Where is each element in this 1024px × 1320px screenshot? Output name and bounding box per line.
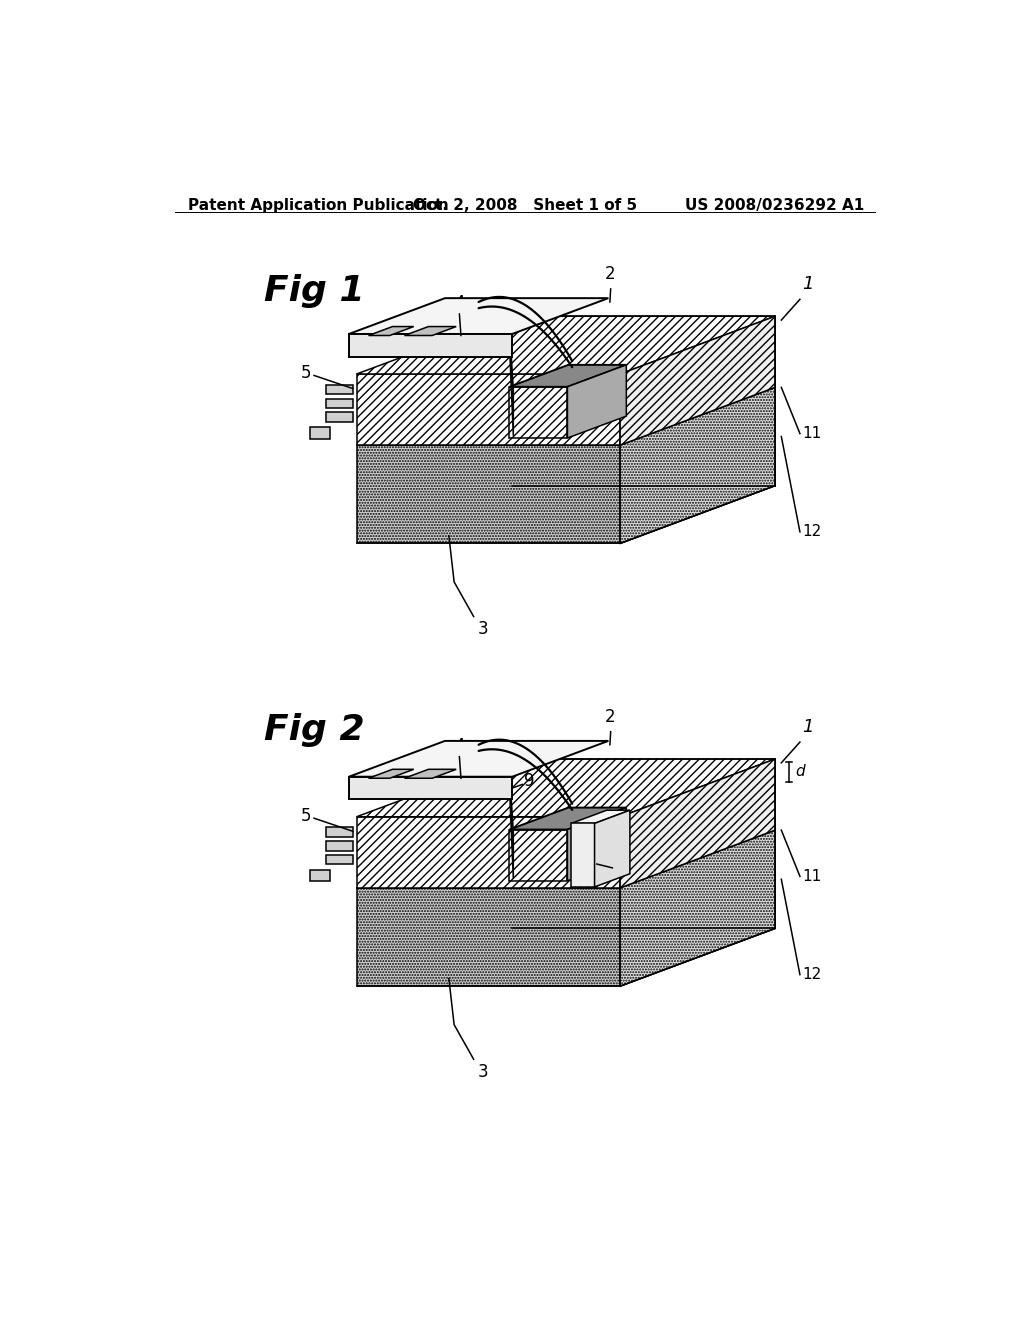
Polygon shape	[621, 317, 775, 445]
Polygon shape	[326, 855, 352, 865]
Polygon shape	[621, 759, 775, 986]
Polygon shape	[310, 428, 330, 438]
Polygon shape	[510, 777, 513, 879]
Polygon shape	[510, 335, 513, 436]
Polygon shape	[621, 830, 775, 986]
Polygon shape	[404, 326, 457, 335]
Polygon shape	[595, 810, 630, 887]
Text: d: d	[796, 764, 805, 779]
Polygon shape	[369, 326, 414, 335]
Text: 4: 4	[454, 294, 465, 313]
Polygon shape	[326, 384, 352, 393]
Polygon shape	[356, 445, 621, 544]
Polygon shape	[571, 810, 630, 824]
Polygon shape	[326, 399, 352, 408]
Text: 4: 4	[454, 737, 465, 755]
Text: Fig 1: Fig 1	[263, 275, 365, 308]
Polygon shape	[349, 298, 608, 334]
Polygon shape	[326, 828, 352, 837]
Polygon shape	[510, 829, 567, 880]
Polygon shape	[349, 741, 608, 776]
Text: 3: 3	[477, 1063, 488, 1081]
Polygon shape	[621, 317, 775, 544]
Polygon shape	[567, 808, 627, 880]
Polygon shape	[510, 364, 627, 387]
Text: 2: 2	[604, 708, 615, 726]
Text: 3: 3	[477, 620, 488, 639]
Polygon shape	[356, 387, 775, 445]
Polygon shape	[356, 830, 775, 888]
Text: 12: 12	[802, 524, 821, 540]
Polygon shape	[510, 387, 567, 438]
Polygon shape	[356, 317, 775, 374]
Polygon shape	[356, 817, 621, 888]
Polygon shape	[621, 387, 775, 544]
Polygon shape	[349, 334, 512, 356]
Text: 11: 11	[802, 869, 821, 884]
Polygon shape	[349, 776, 512, 800]
Polygon shape	[356, 888, 621, 986]
Polygon shape	[310, 870, 330, 882]
Polygon shape	[567, 364, 627, 438]
Text: 9: 9	[524, 772, 535, 789]
Text: 1: 1	[802, 275, 814, 293]
Text: US 2008/0236292 A1: US 2008/0236292 A1	[685, 198, 864, 214]
Text: 2: 2	[604, 265, 615, 282]
Text: 12: 12	[802, 968, 821, 982]
Text: 1: 1	[802, 718, 814, 737]
Text: 6: 6	[614, 859, 625, 876]
Text: Oct. 2, 2008   Sheet 1 of 5: Oct. 2, 2008 Sheet 1 of 5	[413, 198, 637, 214]
Text: 5: 5	[301, 364, 311, 381]
Text: Patent Application Publication: Patent Application Publication	[188, 198, 450, 214]
Polygon shape	[571, 824, 595, 887]
Polygon shape	[326, 841, 352, 850]
Polygon shape	[621, 759, 775, 888]
Text: 5: 5	[301, 807, 311, 825]
Polygon shape	[404, 770, 457, 779]
Polygon shape	[326, 412, 352, 421]
Polygon shape	[356, 374, 621, 445]
Polygon shape	[510, 808, 627, 829]
Polygon shape	[369, 770, 414, 779]
Polygon shape	[356, 759, 775, 817]
Text: 11: 11	[802, 426, 821, 441]
Text: Fig 2: Fig 2	[263, 713, 365, 747]
